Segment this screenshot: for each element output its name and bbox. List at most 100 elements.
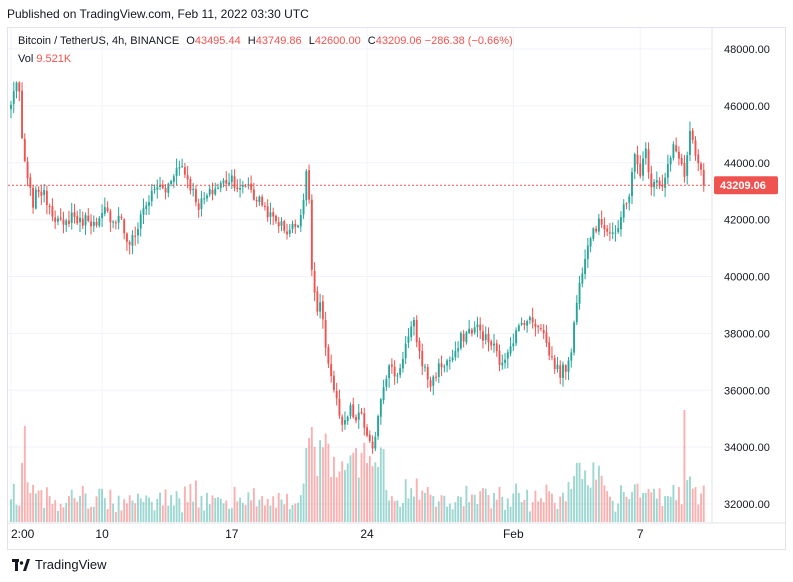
candle-body <box>661 184 664 187</box>
volume-bar <box>203 510 206 522</box>
candle-body <box>644 148 647 159</box>
candle-body <box>539 327 542 329</box>
volume-bar <box>606 491 609 522</box>
candle-body <box>269 212 272 217</box>
candle-body <box>680 158 683 164</box>
volume-bar <box>321 447 324 522</box>
volume-bar <box>170 495 173 522</box>
volume-bar <box>501 496 504 522</box>
volume-bar <box>65 502 68 522</box>
volume-bar <box>263 505 266 522</box>
candle-body <box>371 441 374 449</box>
candle-body <box>611 232 614 234</box>
candle-body <box>484 334 487 341</box>
candle-body <box>291 223 294 230</box>
candle-body <box>446 360 449 366</box>
candle-body <box>321 301 324 320</box>
last-price-tag: 43209.06 <box>714 176 778 195</box>
candle-body <box>252 189 255 200</box>
candle-body <box>167 183 170 193</box>
volume-bar <box>608 496 611 522</box>
candle-body <box>203 198 206 200</box>
volume-bar <box>225 500 228 522</box>
volume-bar <box>702 485 705 522</box>
candle-body <box>465 332 468 343</box>
candle-body <box>103 207 106 214</box>
candle-body <box>56 218 59 222</box>
candle-body <box>448 360 451 362</box>
chart-frame[interactable] <box>7 27 786 550</box>
volume-bar <box>614 511 617 522</box>
candle-body <box>495 343 498 352</box>
candle-body <box>65 220 68 226</box>
candle-body <box>363 413 366 428</box>
volume-bar <box>228 508 230 522</box>
candle-body <box>131 235 134 246</box>
candle-body <box>482 331 484 341</box>
volume-bar <box>172 505 175 522</box>
candle-body <box>43 190 46 195</box>
candle-body <box>407 336 410 343</box>
volume-bar <box>150 501 153 522</box>
candle-body <box>473 327 476 333</box>
candle-body <box>29 177 32 188</box>
footer-brand[interactable]: TradingView <box>12 557 107 572</box>
volume-bar <box>504 509 506 522</box>
volume-bar <box>45 487 48 522</box>
last-price-tag-bg <box>714 176 778 195</box>
candle-body <box>266 206 269 218</box>
volume-bar <box>32 484 35 522</box>
volume-bar <box>236 501 239 522</box>
volume-bar <box>603 485 606 522</box>
candle-body <box>620 217 622 230</box>
candle-body <box>377 416 380 437</box>
volume-bar <box>43 507 46 522</box>
volume-bar <box>79 495 81 522</box>
volume-bar <box>81 485 84 522</box>
candle-body <box>139 214 142 229</box>
volume-bar <box>186 502 189 522</box>
candle-body <box>451 357 454 361</box>
volume-bar <box>528 511 531 522</box>
candle-body <box>34 189 37 209</box>
volume-bar <box>374 462 377 522</box>
volume-bar <box>338 471 341 522</box>
volume-bar <box>454 502 457 522</box>
candle-body <box>410 326 413 338</box>
volume-bar <box>435 506 437 522</box>
volume-bar <box>642 493 644 522</box>
volume-bar <box>620 485 622 522</box>
volume-bar <box>622 491 625 522</box>
volume-bar <box>148 497 150 522</box>
candle-body <box>517 325 520 331</box>
candle-body <box>87 215 90 222</box>
volume-bar <box>680 504 683 522</box>
candle-body <box>330 363 333 377</box>
candle-body <box>125 233 128 242</box>
candle-body <box>84 215 87 226</box>
volume-bar <box>120 510 123 522</box>
candle-body <box>18 82 21 92</box>
candle-body <box>197 203 200 210</box>
volume-bar <box>553 502 556 522</box>
volume-bar <box>26 482 29 522</box>
candle-body <box>206 195 208 199</box>
candle-body <box>76 216 79 224</box>
volume-bar <box>551 493 553 522</box>
candle-body <box>470 329 473 334</box>
candle-body <box>258 196 261 203</box>
candle-body <box>142 208 145 215</box>
volume-bar <box>371 466 374 522</box>
candle-body <box>658 180 661 186</box>
volume-bars <box>10 410 705 522</box>
volume-bar <box>493 493 495 522</box>
y-tick-label: 40000.00 <box>724 272 770 284</box>
volume-bar <box>636 483 639 522</box>
candle-body <box>586 245 589 260</box>
candle-body <box>183 167 186 175</box>
candle-body <box>95 221 98 226</box>
volume-bar <box>506 498 509 522</box>
candle-body <box>288 229 291 234</box>
candle-body <box>45 190 48 205</box>
